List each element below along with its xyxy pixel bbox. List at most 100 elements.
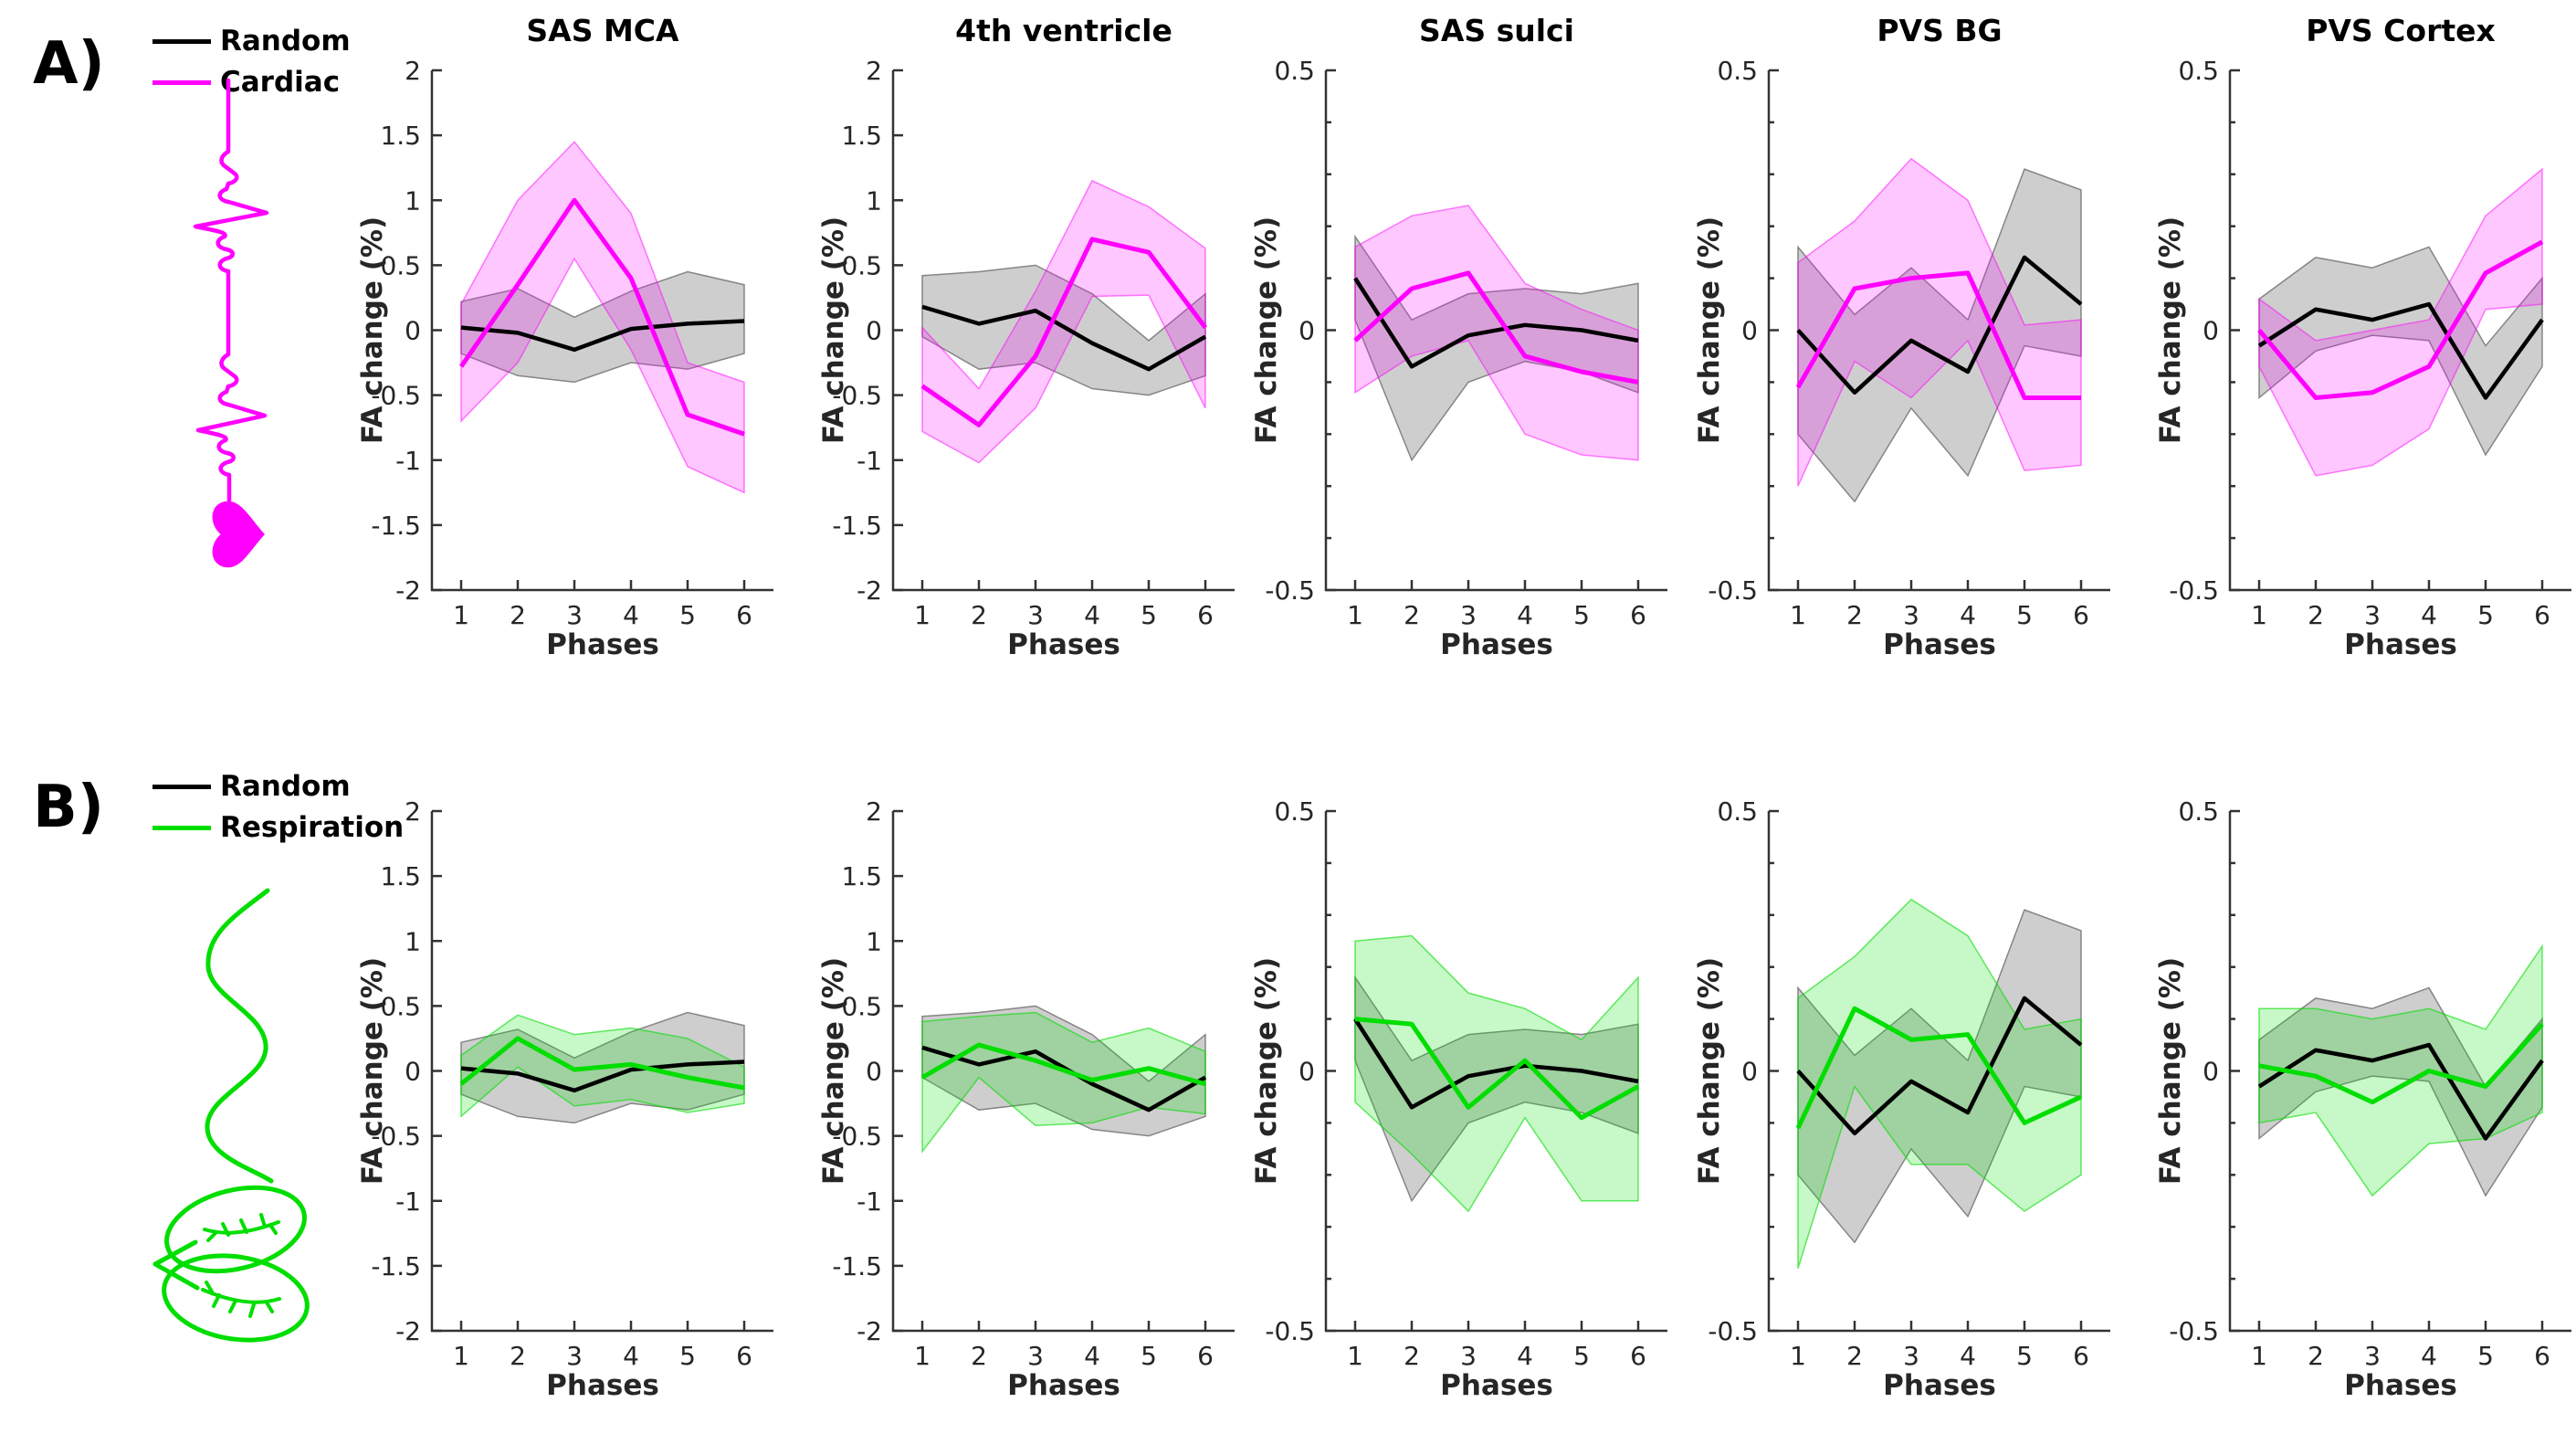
x-tick-label: 5: [2016, 600, 2033, 630]
bronchi-upper-icon: [203, 1213, 280, 1242]
y-tick-label: 1.5: [841, 861, 882, 891]
legend-a: Random Cardiac: [152, 27, 351, 97]
y-tick-label: -0.5: [371, 381, 421, 411]
y-axis-label: FA change (%): [1250, 957, 1283, 1185]
x-tick-label: 3: [566, 600, 583, 630]
x-tick-label: 3: [2364, 600, 2381, 630]
x-tick-label: 2: [1846, 1341, 1863, 1371]
x-tick-label: 2: [510, 1341, 526, 1371]
random-line-swatch: [152, 785, 211, 789]
x-tick-label: 2: [2308, 1341, 2324, 1371]
y-tick-label: 1: [405, 185, 421, 216]
chart-title: PVS Cortex: [2306, 13, 2496, 48]
random-line: [460, 319, 745, 353]
x-tick-label: 1: [2251, 1341, 2267, 1371]
x-tick-label: 1: [453, 1341, 469, 1371]
y-tick-label: -1.5: [371, 1251, 421, 1281]
random-line: [2257, 301, 2544, 400]
cardiac-line: [1795, 270, 2081, 400]
x-tick-label: 5: [2016, 1341, 2033, 1371]
x-tick-label: 3: [1903, 1341, 1919, 1371]
y-tick-label: 0.5: [1274, 56, 1315, 86]
x-tick-label: 6: [1197, 600, 1214, 630]
y-tick-label: -0.5: [1265, 1316, 1315, 1346]
x-tick-label: 2: [2308, 600, 2324, 630]
y-tick-label: 0: [866, 316, 882, 346]
y-axis-label: FA change (%): [817, 216, 850, 444]
cardiac-line-swatch: [152, 80, 211, 85]
random-line-swatch: [152, 39, 211, 44]
y-tick-label: 1: [405, 926, 421, 956]
x-axis-label: Phases: [2344, 628, 2457, 661]
random-line: [460, 1060, 745, 1093]
x-tick-label: 5: [1573, 1341, 1590, 1371]
y-tick-label: 0.5: [841, 250, 882, 280]
x-tick-label: 2: [1846, 600, 1863, 630]
y-tick-label: -0.5: [2169, 575, 2219, 606]
y-axis-label: FA change (%): [1693, 216, 1726, 444]
cardiac-band: [460, 141, 745, 494]
x-tick-label: 4: [623, 600, 639, 630]
y-tick-label: -0.5: [1708, 575, 1758, 606]
x-tick-label: 6: [1630, 600, 1646, 630]
x-tick-label: 3: [1027, 600, 1044, 630]
chart-panel-sas-mca-a: -2 -1.5 -1 -0.5 0 0.5 1 1.5 2 1 2 3 4 5 6 Phases FA chan…: [356, 13, 773, 661]
y-tick-label: -0.5: [832, 381, 882, 411]
y-tick-label: -2: [857, 575, 882, 606]
x-tick-label: 4: [623, 1341, 639, 1371]
chart-panel-pvs-bg-b: -0.5 0 0.5 1 2 3 4 5 6 Phases FA change (%): [1693, 796, 2110, 1402]
x-tick-label: 4: [1517, 600, 1533, 630]
cardiac-line: [458, 197, 745, 437]
x-tick-label: 5: [679, 600, 696, 630]
y-tick-label: 1: [866, 185, 882, 216]
y-tick-label: 0.5: [380, 250, 421, 280]
legend-b: Random Respiration: [152, 773, 404, 842]
y-tick-label: 1.5: [380, 861, 421, 891]
y-tick-label: -1.5: [832, 511, 882, 541]
respiration-line: [1795, 1006, 2083, 1130]
y-axis-label: FA change (%): [2154, 216, 2187, 444]
chart-panel-sas-mca-b: -2 -1.5 -1 -0.5 0 0.5 1 1.5 2 1 2 3 4 5 6 Phases FA chan…: [356, 796, 773, 1402]
random-band: [2258, 246, 2543, 457]
chart-title: SAS MCA: [526, 13, 679, 48]
x-tick-label: 5: [1141, 1341, 1157, 1371]
x-tick-label: 5: [679, 1341, 696, 1371]
x-axis-label: Phases: [1007, 1369, 1120, 1402]
x-tick-label: 2: [510, 600, 526, 630]
y-tick-label: 0: [405, 1057, 421, 1087]
x-tick-label: 4: [2421, 600, 2437, 630]
chart-panel-pvs-cortex-b: -0.5 0 0.5 1 2 3 4 5 6 Phases FA change (%): [2154, 796, 2571, 1402]
respiration-line: [459, 1036, 745, 1091]
x-axis-label: Phases: [546, 628, 659, 661]
y-tick-label: 0: [2203, 316, 2219, 346]
y-tick-label: -1: [395, 1186, 421, 1217]
x-tick-label: 1: [1790, 1341, 1806, 1371]
y-tick-label: -0.5: [2169, 1316, 2219, 1346]
random-line: [2257, 1042, 2544, 1141]
y-tick-label: 0.5: [2178, 56, 2219, 86]
x-tick-label: 3: [2364, 1341, 2381, 1371]
random-line: [1353, 277, 1639, 369]
x-tick-label: 4: [1084, 600, 1100, 630]
y-tick-label: -0.5: [1708, 1316, 1758, 1346]
y-axis-label: FA change (%): [1693, 957, 1726, 1185]
chart-panel-4th-ventricle-b: -2 -1.5 -1 -0.5 0 0.5 1 1.5 2 1 2 3 4 5 6 Phases FA chan…: [817, 796, 1235, 1402]
y-tick-label: -1: [857, 1186, 882, 1217]
x-tick-label: 6: [2073, 600, 2089, 630]
y-tick-label: 0.5: [1717, 796, 1758, 827]
x-tick-label: 5: [2477, 1341, 2494, 1371]
chart-title: PVS BG: [1877, 13, 2002, 48]
chart-panel-sas-sulci-b: -0.5 0 0.5 1 2 3 4 5 6 Phases FA change (%): [1250, 796, 1667, 1402]
x-tick-label: 3: [1903, 600, 1919, 630]
legend-item-respiration: Respiration: [152, 814, 404, 842]
bronchi-lower-icon: [201, 1281, 281, 1318]
y-tick-label: 0.5: [1274, 796, 1315, 827]
x-tick-label: 1: [914, 1341, 931, 1371]
x-tick-label: 1: [1347, 1341, 1363, 1371]
y-tick-label: 2: [866, 56, 882, 86]
x-tick-label: 1: [1347, 600, 1363, 630]
x-tick-label: 6: [2534, 1341, 2550, 1371]
legend-item-random-a: Random: [152, 27, 351, 56]
chart-title: 4th ventricle: [955, 13, 1172, 48]
